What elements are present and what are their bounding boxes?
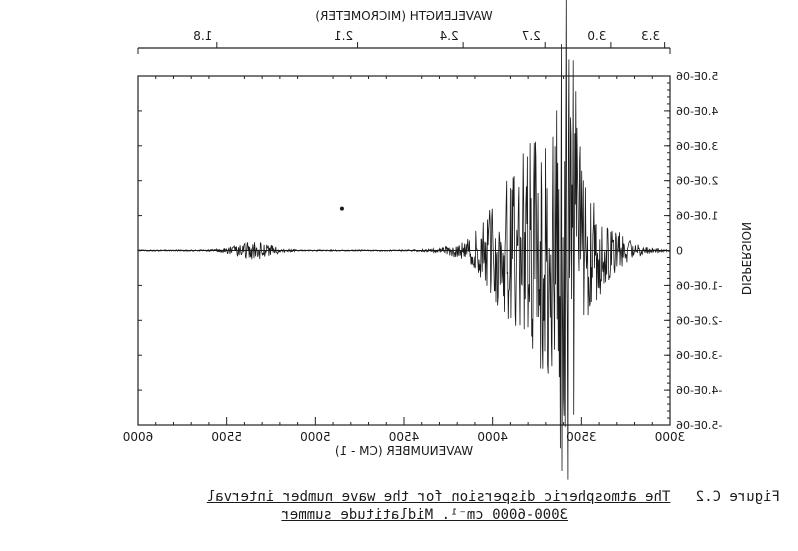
top-tick-label: 2.4 <box>440 29 459 43</box>
dispersion-line <box>137 0 671 480</box>
y-tick-label: 2.0E-06 <box>676 175 718 188</box>
top-tick-label: 2.7 <box>522 29 541 43</box>
axis-labels: WAVENUMBER (CM - 1) WAVELENGTH (MICROMET… <box>315 9 753 458</box>
top-axis-label: WAVELENGTH (MICROMETER) <box>315 9 492 23</box>
y-tick-label: -2.0E-06 <box>676 314 722 327</box>
y-tick-label: -3.0E-06 <box>676 349 722 362</box>
top-tick-label: 3.0 <box>587 29 606 43</box>
caption-line-2: 3000-6000 cm⁻¹. Midlatitude summer <box>281 507 568 523</box>
y-tick-label: -5.0E-06 <box>676 419 722 432</box>
figure-caption: Figure C.2 The atmospheric dispersion fo… <box>60 488 780 524</box>
dispersion-series <box>137 0 671 480</box>
x-tick-label: 3500 <box>566 430 597 444</box>
top-tick-label: 1.8 <box>193 29 212 43</box>
x-tick-label: 3000 <box>655 430 686 444</box>
x-tick-label: 4500 <box>389 430 420 444</box>
x-axis-label: WAVENUMBER (CM - 1) <box>335 444 473 458</box>
top-tick-label: 3.3 <box>641 29 660 43</box>
x-tick-label: 5500 <box>211 430 242 444</box>
y-tick-label: 4.0E-06 <box>676 105 718 118</box>
y-tick-label: -1.0E-06 <box>676 279 722 292</box>
y-axis: 5.0E-06 4.0E-06 3.0E-06 2.0E-06 1.0E-06 0 -1.0… <box>138 70 722 432</box>
x-tick-label: 6000 <box>123 430 154 444</box>
y-tick-label: -4.0E-06 <box>676 384 722 397</box>
y-tick-label: 3.0E-06 <box>676 140 718 153</box>
x-tick-label: 5000 <box>300 430 331 444</box>
caption-line-1: The atmospheric dispersion for the wave … <box>206 489 671 505</box>
figure-label: Figure C.2 <box>695 489 780 505</box>
y-tick-label: 5.0E-06 <box>676 70 718 83</box>
x-tick-label: 4000 <box>477 430 508 444</box>
top-wavelength-axis: 1.8 2.1 2.4 2.7 3.0 3.3 <box>137 29 671 54</box>
y-axis-label: DISPERSION <box>739 222 753 295</box>
x-axis: 6000 5500 5000 4500 4000 3500 3000 <box>123 76 686 444</box>
annotation-dot <box>339 206 344 211</box>
y-tick-label: 1.0E-06 <box>676 210 718 223</box>
top-tick-label: 2.1 <box>334 29 353 43</box>
y-tick-label: 0 <box>676 245 683 258</box>
